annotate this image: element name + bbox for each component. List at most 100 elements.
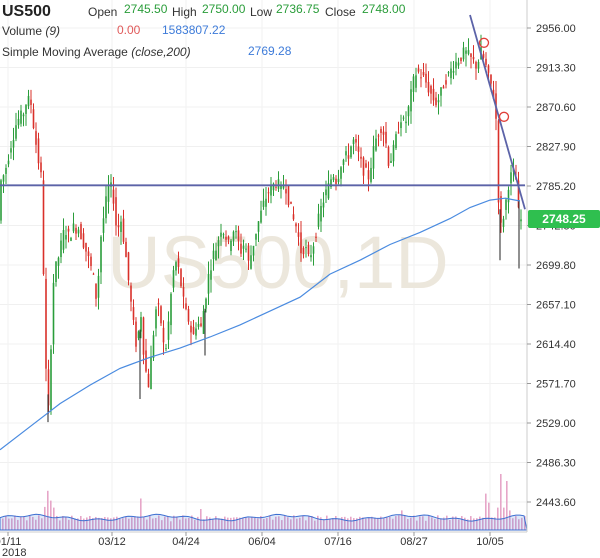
candle-body [145, 350, 147, 372]
volume-bar [338, 518, 340, 530]
candle-body [462, 47, 465, 60]
volume-bar [428, 515, 430, 530]
candle-body [320, 205, 322, 222]
price-tick-label: 2827.90 [536, 142, 576, 154]
volume-bar [11, 518, 13, 530]
volume-bar [95, 516, 97, 530]
candle-body [165, 348, 167, 350]
volume-bar [401, 510, 403, 530]
candle-body [107, 185, 110, 202]
volume-bar [419, 516, 421, 530]
candle-body [362, 157, 365, 176]
volume-bar [44, 506, 46, 530]
candle-body [332, 177, 335, 181]
volume-bar [464, 517, 466, 530]
volume-bar [65, 517, 67, 530]
candle-body [167, 321, 170, 340]
candle-body [70, 237, 72, 241]
volume-bar [365, 518, 367, 530]
volume-bar [47, 490, 49, 530]
price-tick-label: 2486.30 [536, 458, 576, 470]
volume-bar [245, 517, 247, 530]
candle-body [27, 95, 30, 107]
volume-bar [71, 515, 73, 530]
volume-bar [296, 518, 298, 530]
candle-body [317, 213, 320, 227]
candle-body [510, 172, 512, 184]
volume-bar [215, 516, 217, 530]
volume-bar [89, 516, 91, 530]
candle-body [305, 247, 307, 249]
candle-body [350, 146, 352, 158]
volume-bar [380, 516, 382, 530]
candle-body [325, 189, 327, 196]
price-axis-ticks: 2956.002913.302870.602827.902785.202742.… [527, 23, 576, 509]
volume-bar [425, 520, 427, 530]
candle-body [60, 240, 62, 258]
candle-body [507, 189, 510, 203]
volume-bar [38, 515, 40, 530]
candle-body [275, 186, 277, 188]
candle-body [225, 236, 227, 240]
volume-bar [2, 518, 4, 530]
volume-bar [470, 516, 472, 530]
candle-body [342, 159, 345, 165]
candle-body [122, 218, 125, 242]
candle-body [427, 81, 430, 93]
candle-body [450, 68, 452, 79]
candle-body [370, 167, 372, 182]
descending-trendline [469, 14, 526, 210]
volume-bar [23, 516, 25, 530]
volume-bar [74, 518, 76, 530]
price-tick-label: 2571.70 [536, 379, 576, 391]
candle-body [87, 251, 90, 257]
volume-bar [353, 518, 355, 530]
candle-body [77, 229, 80, 234]
candle-body [92, 273, 95, 275]
candle-body [377, 135, 380, 137]
candle-body [492, 89, 495, 99]
candle-body [417, 68, 420, 72]
candle-body [485, 58, 487, 65]
candlesticks [0, 34, 522, 423]
candle-body [405, 121, 407, 124]
volume-bar [374, 518, 376, 530]
candle-body [227, 236, 230, 240]
candle-body [32, 109, 35, 129]
candle-body [197, 323, 200, 327]
candle-body [445, 80, 447, 85]
volume-bar [224, 516, 226, 530]
candle-body [40, 162, 42, 173]
volume-moving-average [0, 513, 528, 531]
volume-bar [281, 520, 283, 530]
volume-bar [41, 518, 43, 530]
volume-bar [350, 516, 352, 530]
candle-body [260, 210, 262, 223]
candle-body [440, 87, 442, 96]
candle-body [300, 232, 302, 254]
candle-body [402, 117, 405, 119]
volume-bar [143, 517, 145, 530]
volume-bar [152, 518, 154, 530]
price-tick-label: 2785.20 [536, 181, 576, 193]
volume-bar [209, 517, 211, 530]
candle-body [487, 65, 490, 73]
candle-body [412, 76, 415, 92]
candle-body [297, 232, 300, 237]
time-tick-label: 08/27 [400, 536, 428, 548]
volume-bar [443, 517, 445, 530]
candle-body [455, 61, 457, 69]
volume-bar [293, 515, 295, 530]
candle-body [387, 147, 390, 166]
volume-bar [272, 519, 274, 530]
candle-body [410, 89, 412, 112]
candle-body [80, 224, 82, 240]
volume-bar [320, 517, 322, 530]
time-tick-label: 01/11 [0, 536, 21, 548]
volume-bar [128, 518, 130, 530]
candle-body [170, 293, 172, 326]
candle-body [30, 99, 32, 105]
candle-body [242, 245, 245, 249]
volume-bar [188, 518, 190, 530]
